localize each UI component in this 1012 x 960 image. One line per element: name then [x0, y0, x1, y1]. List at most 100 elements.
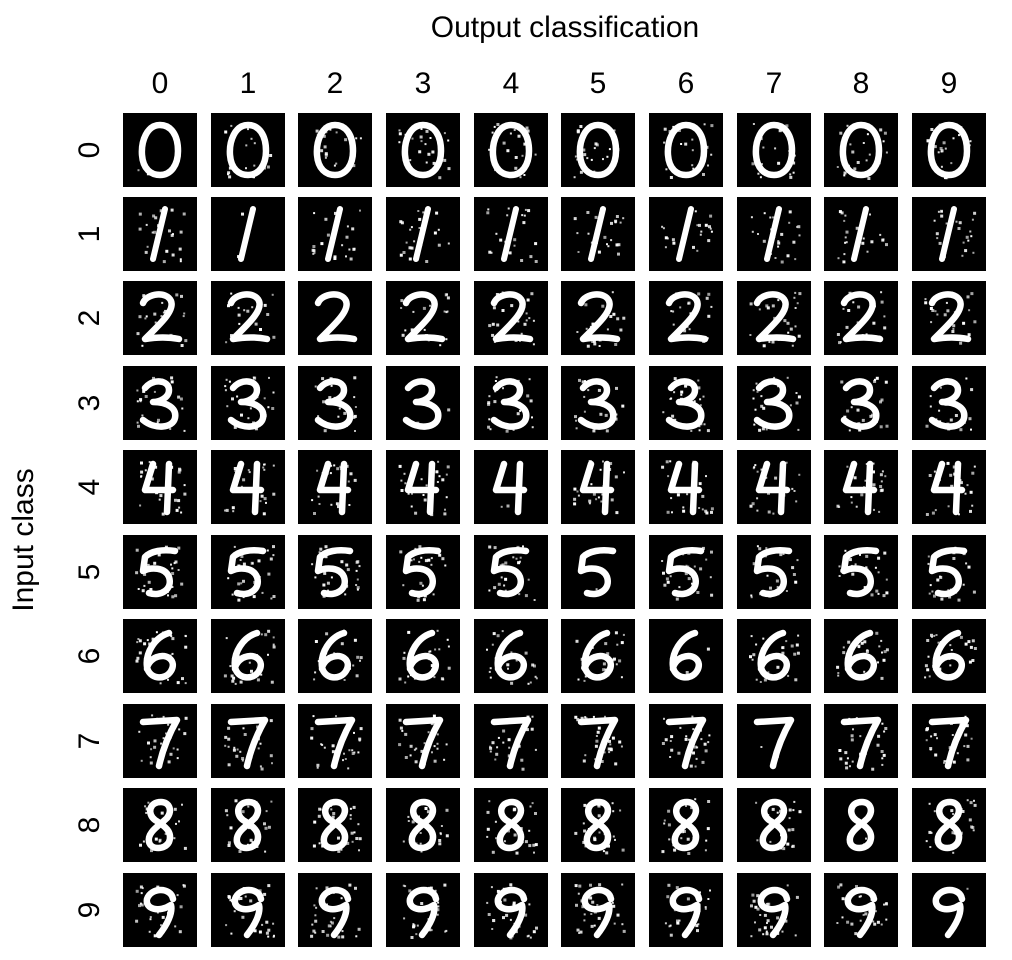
digit-image-8-4: [486, 798, 538, 855]
noise-pixel: [227, 726, 231, 730]
noise-pixel: [615, 663, 618, 666]
noise-pixel: [594, 758, 597, 761]
noise-pixel: [610, 498, 614, 502]
noise-pixel: [260, 767, 264, 771]
noise-pixel: [168, 654, 172, 658]
noise-pixel: [488, 148, 491, 151]
digit-stroke: [143, 629, 176, 681]
noise-pixel: [418, 217, 422, 221]
noise-pixel: [949, 418, 953, 422]
noise-pixel: [357, 927, 361, 931]
noise-pixel: [583, 679, 586, 682]
noise-pixel: [686, 897, 690, 901]
noise-pixel: [517, 924, 521, 928]
noise-pixel: [951, 330, 955, 333]
noise-pixel: [954, 414, 958, 417]
noise-pixel: [695, 924, 699, 928]
noise-pixel: [444, 508, 446, 511]
noise-pixel: [507, 738, 511, 742]
digit-cell-input-6-output-0: [123, 619, 197, 693]
noise-pixel: [355, 837, 359, 840]
noise-pixel: [237, 306, 240, 309]
noise-pixel: [954, 381, 957, 384]
digit-stroke: [314, 716, 356, 770]
noise-pixel: [602, 662, 606, 666]
noise-pixel: [967, 333, 971, 337]
noise-pixel: [602, 460, 604, 463]
digit-image-6-0: [135, 629, 188, 685]
noise-pixel: [588, 460, 592, 464]
noise-pixel: [706, 337, 709, 340]
noise-pixel: [766, 574, 769, 577]
noise-pixel: [599, 212, 602, 216]
noise-pixel: [438, 176, 442, 180]
noise-pixel: [798, 292, 802, 296]
noise-pixel: [265, 810, 268, 813]
noise-pixel: [138, 315, 142, 319]
noise-pixel: [931, 309, 935, 312]
noise-pixel: [870, 240, 874, 244]
noise-pixel: [409, 159, 412, 162]
noise-pixel: [957, 227, 961, 230]
noise-pixel: [669, 460, 672, 463]
digit-cell-input-8-output-2: [298, 788, 372, 862]
noise-pixel: [423, 594, 427, 598]
noise-pixel: [423, 721, 426, 724]
noise-pixel: [848, 717, 851, 720]
noise-pixel: [178, 728, 181, 731]
noise-pixel: [931, 559, 935, 563]
noise-pixel: [576, 158, 579, 161]
noise-pixel: [153, 561, 157, 565]
row-tick-label-2: 2: [73, 309, 106, 327]
digit-stroke: [753, 547, 793, 598]
noise-pixel: [853, 174, 855, 177]
noise-pixel: [950, 319, 953, 322]
noise-pixel: [420, 227, 424, 231]
noise-pixel: [618, 659, 622, 663]
noise-pixel: [771, 807, 775, 811]
noise-pixel: [875, 589, 879, 593]
noise-pixel: [880, 750, 884, 753]
noise-pixel: [786, 884, 789, 887]
noise-pixel: [946, 764, 950, 768]
noise-pixel: [170, 635, 173, 638]
row-tick-label-1: 1: [73, 225, 106, 243]
noise-pixel: [927, 655, 930, 658]
noise-pixel: [691, 582, 693, 585]
noise-pixel: [707, 164, 709, 167]
noise-pixel: [591, 646, 594, 649]
noise-pixel: [263, 822, 266, 826]
noise-pixel: [670, 735, 674, 739]
noise-pixel: [678, 381, 681, 384]
noise-pixel: [946, 309, 950, 313]
noise-pixel: [615, 215, 619, 218]
noise-pixel: [487, 425, 491, 429]
noise-pixel: [701, 760, 705, 764]
noise-pixel: [697, 386, 701, 390]
noise-pixel: [773, 676, 777, 680]
noise-pixel: [159, 933, 163, 937]
noise-pixel: [597, 388, 601, 392]
noise-pixel: [183, 429, 186, 432]
noise-pixel: [311, 499, 314, 502]
noise-pixel: [401, 729, 404, 732]
noise-pixel: [355, 935, 358, 938]
digit-stroke: [667, 460, 703, 516]
noise-pixel: [326, 472, 329, 475]
noise-pixel: [938, 806, 941, 809]
noise-pixel: [691, 311, 695, 315]
noise-pixel: [878, 335, 881, 338]
noise-pixel: [519, 560, 521, 563]
noise-pixel: [164, 832, 167, 835]
noise-pixel: [505, 245, 509, 249]
digit-cell-input-5-output-7: [737, 535, 811, 609]
noise-pixel: [438, 475, 441, 478]
noise-pixel: [153, 739, 157, 743]
noise-pixel: [335, 131, 338, 134]
noise-pixel: [684, 142, 688, 146]
noise-pixel: [438, 842, 442, 846]
row-tick-label-5: 5: [73, 563, 106, 581]
noise-pixel: [438, 648, 441, 651]
noise-pixel: [969, 230, 972, 233]
noise-pixel: [592, 424, 596, 427]
